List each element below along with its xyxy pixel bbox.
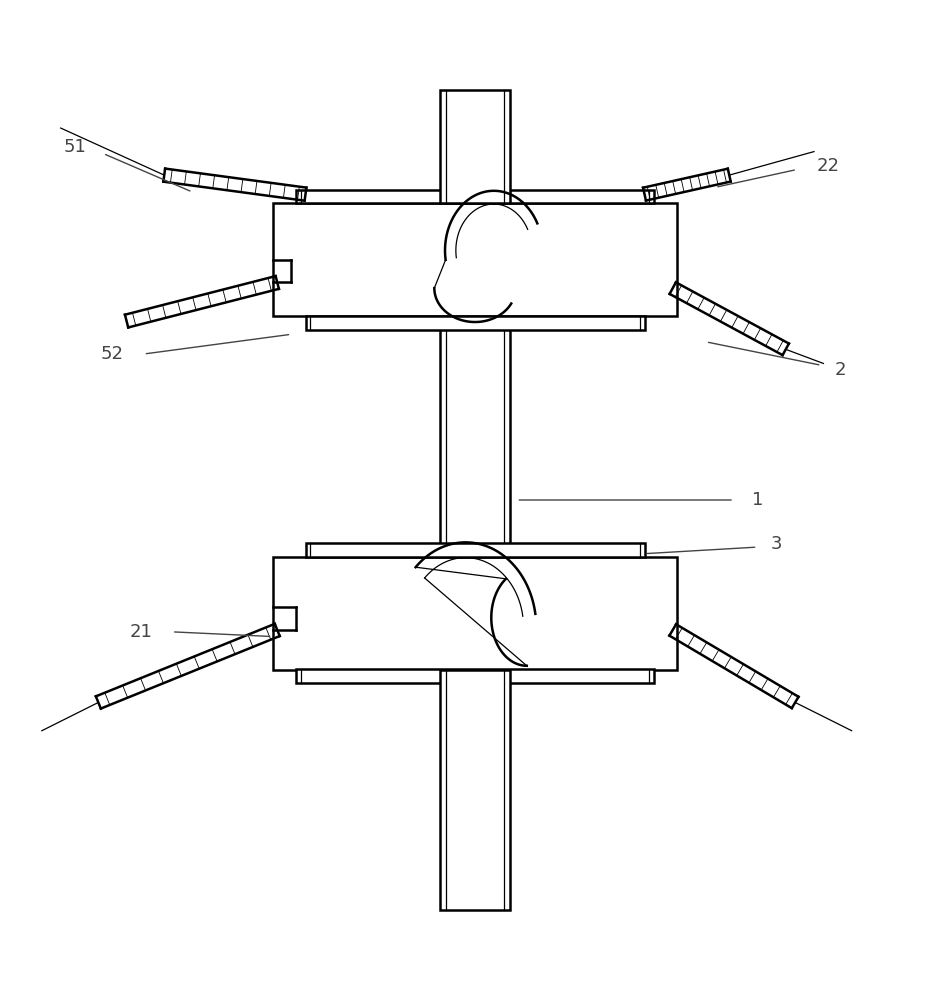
- Bar: [306, 543, 644, 556]
- Bar: [440, 90, 510, 203]
- Bar: [273, 556, 677, 670]
- Text: 52: 52: [101, 345, 124, 363]
- Bar: [306, 316, 644, 330]
- Bar: [440, 670, 510, 910]
- Text: 51: 51: [64, 138, 86, 156]
- Text: 21: 21: [129, 623, 152, 641]
- Bar: [296, 670, 654, 683]
- Text: 3: 3: [770, 535, 782, 553]
- Text: 22: 22: [817, 157, 840, 175]
- Bar: [440, 194, 510, 679]
- Text: 2: 2: [835, 361, 846, 379]
- Bar: [273, 203, 677, 316]
- Bar: [296, 190, 654, 203]
- Text: 1: 1: [751, 491, 763, 509]
